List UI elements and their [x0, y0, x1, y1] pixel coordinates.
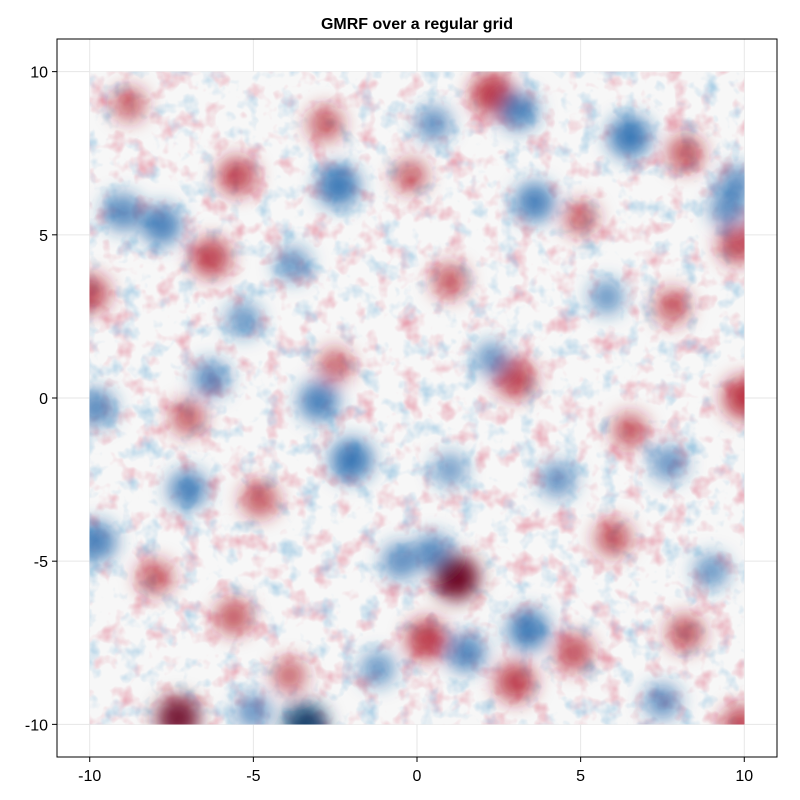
positive-hotspot — [718, 225, 745, 265]
negative-hotspot — [539, 461, 576, 498]
positive-hotspot — [495, 661, 536, 702]
negative-hotspot — [644, 683, 681, 720]
negative-hotspot — [475, 341, 510, 377]
negative-hotspot — [283, 702, 328, 725]
negative-hotspot — [694, 553, 729, 589]
x-tick-label: 0 — [413, 768, 422, 785]
x-tick-label: -10 — [78, 768, 101, 785]
negative-hotspot — [415, 533, 452, 570]
negative-hotspot — [89, 388, 116, 427]
positive-hotspot — [654, 288, 691, 325]
negative-hotspot — [330, 438, 373, 482]
negative-hotspot — [415, 106, 452, 142]
negative-hotspot — [608, 115, 651, 159]
positive-hotspot — [89, 274, 110, 314]
positive-hotspot — [190, 237, 231, 278]
positive-hotspot — [433, 554, 480, 601]
chart-title: GMRF over a regular grid — [320, 16, 514, 33]
x-tick-label: 10 — [735, 768, 753, 785]
positive-hotspot — [137, 559, 173, 596]
negative-hotspot — [433, 453, 467, 487]
positive-hotspot — [217, 156, 257, 196]
y-tick-label: 5 — [39, 228, 48, 245]
negative-hotspot — [298, 381, 339, 422]
positive-hotspot — [170, 399, 206, 436]
positive-hotspot — [406, 618, 448, 661]
positive-hotspot — [241, 480, 279, 518]
y-tick-label: -5 — [34, 554, 48, 571]
x-tick-label: 5 — [576, 768, 585, 785]
positive-hotspot — [215, 598, 253, 635]
negative-hotspot — [446, 633, 486, 673]
positive-hotspot — [555, 633, 593, 672]
positive-hotspot — [307, 106, 344, 142]
negative-hotspot — [317, 164, 360, 208]
x-tick-label: -5 — [246, 768, 260, 785]
positive-hotspot — [156, 696, 200, 725]
negative-hotspot — [141, 204, 182, 246]
negative-hotspot — [719, 164, 745, 201]
y-tick-label: 10 — [30, 65, 48, 82]
positive-hotspot — [595, 520, 632, 557]
positive-hotspot — [431, 262, 468, 299]
axis-ticks: -10 -5 0 5 10 -10 -5 0 5 10 — [25, 65, 753, 785]
negative-hotspot — [514, 182, 555, 223]
negative-hotspot — [651, 445, 687, 482]
positive-hotspot — [563, 201, 598, 236]
negative-hotspot — [589, 279, 624, 315]
negative-hotspot — [382, 542, 419, 580]
negative-hotspot — [103, 193, 142, 231]
negative-hotspot — [192, 360, 230, 397]
positive-hotspot — [667, 134, 704, 172]
negative-hotspot — [235, 693, 272, 725]
positive-hotspot — [723, 376, 745, 420]
positive-hotspot — [111, 87, 147, 122]
field-hotspots — [89, 73, 745, 725]
positive-hotspot — [667, 614, 704, 652]
negative-hotspot — [360, 651, 395, 687]
positive-hotspot — [272, 658, 307, 693]
positive-hotspot — [393, 158, 428, 194]
positive-hotspot — [721, 704, 745, 725]
positive-hotspot — [611, 412, 648, 449]
negative-hotspot — [275, 247, 310, 282]
heatmap-field — [89, 71, 745, 725]
y-tick-label: 0 — [39, 391, 48, 408]
negative-hotspot — [507, 609, 549, 651]
negative-hotspot — [168, 469, 208, 509]
negative-hotspot — [89, 521, 117, 562]
y-tick-label: -10 — [25, 717, 48, 734]
negative-hotspot — [498, 91, 538, 131]
negative-hotspot — [226, 302, 261, 337]
positive-hotspot — [318, 348, 353, 383]
